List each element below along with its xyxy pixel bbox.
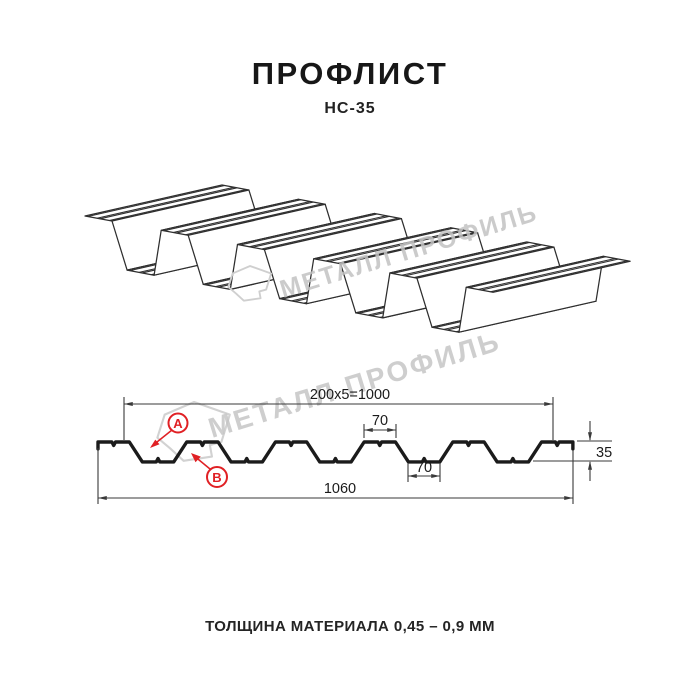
callout-a-label: A (173, 416, 183, 431)
callout-a: A (150, 412, 189, 448)
dimension-lines (97, 397, 612, 504)
dim-overall-width: 1060 (324, 481, 356, 497)
brand-logo-icon (227, 265, 273, 302)
brand-logo-icon (156, 400, 231, 462)
dim-height: 35 (596, 445, 612, 461)
cross-section-profile (96, 440, 575, 464)
profile-code: НС-35 (324, 100, 376, 117)
dim-bottom-flange: 70 (416, 460, 432, 476)
profile-3d-view (84, 184, 631, 333)
thickness-note: ТОЛЩИНА МАТЕРИАЛА 0,45 – 0,9 ММ (205, 618, 495, 635)
callout-b: B (191, 453, 228, 488)
callout-b-label: B (212, 470, 221, 485)
watermark-text: МЕТАЛЛ ПРОФИЛЬ (205, 325, 505, 444)
page-title: ПРОФЛИСТ (251, 56, 449, 91)
dim-top-flange: 70 (372, 413, 388, 429)
dim-working-width: 200x5=1000 (310, 387, 390, 403)
